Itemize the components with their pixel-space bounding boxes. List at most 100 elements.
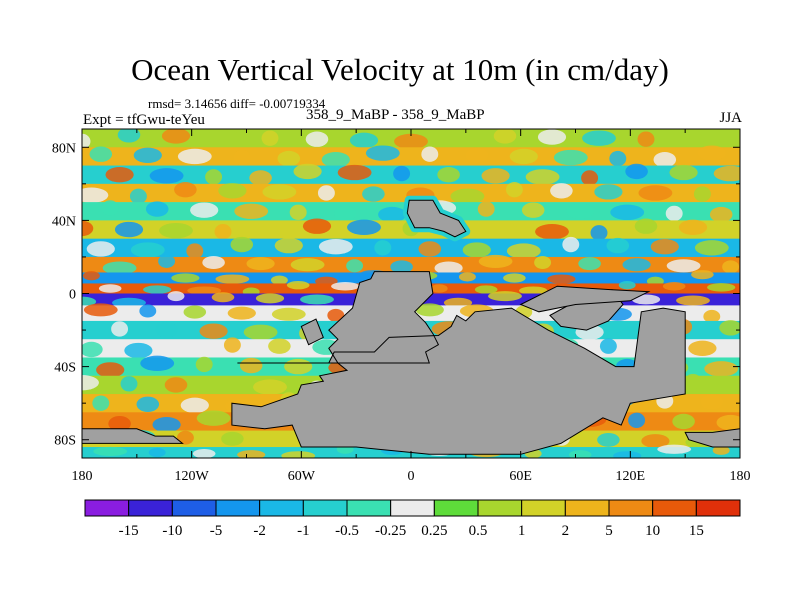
colorbar-box	[477, 499, 523, 517]
field-blob	[145, 201, 169, 217]
field-blob	[114, 221, 144, 238]
field-blob	[82, 220, 94, 237]
field-blob	[274, 237, 303, 254]
field-blob	[230, 236, 254, 253]
colorbar: -15 -10 -5 -2 -1 -0.5 -0.25 0.25 0.5 1 2 5 10 15	[84, 499, 741, 539]
field-blob	[243, 324, 278, 340]
field-blob	[183, 305, 207, 319]
field-blob	[152, 417, 181, 433]
field-blob	[637, 131, 655, 147]
field-blob	[158, 254, 176, 268]
field-blob	[378, 206, 407, 223]
field-blob	[641, 434, 670, 448]
field-blob	[525, 169, 560, 185]
colorbar-label: 10	[645, 523, 660, 539]
colorbar-box	[302, 499, 348, 517]
colorbar-box	[521, 499, 566, 517]
colorbar-label: 1	[518, 523, 526, 539]
y-tick-label: 40N	[52, 214, 76, 229]
field-blob	[462, 242, 491, 258]
field-blob	[96, 362, 125, 378]
field-blob	[490, 222, 520, 239]
field-blob	[628, 412, 646, 429]
field-blob	[286, 280, 310, 290]
field-blob	[101, 200, 119, 216]
field-blob	[688, 340, 717, 357]
field-blob	[277, 150, 301, 167]
field-blob	[164, 377, 188, 393]
colorbar-label: 0.5	[469, 523, 488, 539]
land-mass	[519, 285, 651, 313]
field-blob	[127, 272, 150, 282]
field-blob	[289, 204, 307, 221]
field-blob	[634, 218, 658, 234]
field-blob	[223, 337, 241, 353]
field-blob	[246, 257, 275, 271]
field-blob	[167, 291, 185, 302]
field-band	[82, 236, 740, 259]
y-tick-label: 40S	[54, 361, 76, 376]
field-blob	[148, 447, 166, 458]
field-blob	[214, 224, 232, 240]
field-blob	[82, 271, 100, 281]
field-blob	[582, 130, 616, 146]
field-blob	[650, 239, 679, 255]
colorbar-label: -0.25	[375, 523, 406, 539]
field-blob	[657, 444, 692, 454]
field-blob	[707, 283, 736, 292]
field-blob	[694, 240, 729, 256]
field-blob	[703, 309, 721, 323]
field-blob	[704, 361, 739, 377]
field-blob	[82, 187, 109, 203]
land-mass	[82, 428, 184, 444]
field-blob	[82, 133, 91, 150]
field-blob	[599, 338, 617, 354]
field-blob	[317, 185, 335, 201]
stats-text: rmsd= 3.14656 diff= -0.00719334	[148, 96, 326, 111]
field-blob	[82, 341, 103, 358]
field-blob	[719, 320, 740, 336]
colorbar-box	[259, 499, 304, 517]
land-mass	[406, 199, 467, 238]
field-blob	[112, 297, 146, 308]
field-blob	[255, 293, 285, 304]
field-blob	[450, 188, 485, 204]
field-blob	[534, 255, 552, 270]
field-band	[82, 129, 740, 150]
field-blob	[89, 146, 113, 162]
colorbar-label: -15	[119, 523, 139, 539]
field-blob	[143, 285, 172, 294]
y-tick-label: 0	[69, 288, 76, 303]
field-blob	[478, 254, 513, 268]
field-blob	[265, 432, 294, 447]
field-blob	[349, 132, 379, 149]
field-blob	[261, 130, 279, 146]
x-tick-label: 180	[72, 469, 93, 484]
field-blob	[693, 186, 711, 202]
field-blob	[302, 218, 332, 234]
colorbar-label: 15	[689, 523, 704, 539]
field-blob	[133, 147, 162, 163]
field-blob	[102, 261, 137, 275]
field-band	[82, 182, 740, 204]
field-blob	[394, 133, 428, 150]
field-blob	[437, 167, 460, 183]
field-blob	[474, 285, 498, 294]
field-blob	[505, 182, 523, 198]
field-blob	[187, 286, 222, 295]
field-blob	[140, 355, 175, 371]
field-blob	[713, 165, 740, 182]
colorbar-label: -0.5	[335, 523, 359, 539]
field-blob	[211, 292, 235, 303]
field-blob	[129, 188, 147, 204]
field-blob	[613, 451, 642, 458]
field-blob	[174, 182, 197, 198]
field-blob	[609, 150, 627, 167]
field-blob	[488, 291, 522, 302]
x-tick-label: 180	[730, 469, 751, 484]
field-blob	[86, 241, 115, 257]
experiment-label: Expt = tfGwu-teYeu	[83, 112, 205, 128]
field-blob	[221, 431, 244, 446]
field-blob	[676, 295, 710, 306]
